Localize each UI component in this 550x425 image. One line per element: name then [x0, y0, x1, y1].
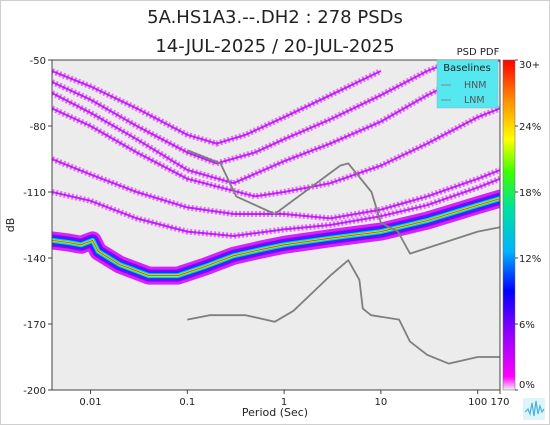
colorbar-tick-label: 24%	[519, 122, 541, 133]
y-tick-label: -170	[23, 320, 46, 331]
seismo-logo-icon	[523, 398, 545, 420]
x-axis-label: Period (Sec)	[242, 406, 308, 419]
y-axis-ticks: -50 -80 -110 -140 -170 -200	[23, 56, 52, 397]
y-tick-label: -110	[23, 188, 46, 199]
x-axis-ticks: 0.01 0.1 1 10 100 170	[79, 390, 510, 408]
colorbar-tick-label: 0%	[519, 380, 535, 391]
colorbar-ticks: 30+ 24% 18% 12% 6% 0%	[515, 59, 541, 391]
x-tick-label: 1	[281, 397, 287, 408]
y-tick-label: -140	[23, 254, 46, 265]
chart-subtitle: 14-JUL-2025 / 20-JUL-2025	[155, 36, 394, 57]
plot-border	[51, 59, 501, 391]
x-tick-label: 0.1	[179, 397, 195, 408]
density-ridge-core	[52, 70, 382, 145]
lnm-reference-line	[187, 259, 500, 365]
y-tick-label: -50	[30, 56, 46, 67]
colorbar-title: PSD PDF	[457, 47, 500, 58]
density-ridge-core	[52, 177, 500, 238]
colorbar-tick-label: 6%	[519, 320, 535, 331]
legend-hnm-label: HNM	[464, 80, 486, 91]
x-tick-label: 100	[468, 397, 487, 408]
hnm-reference-line	[186, 149, 501, 255]
colorbar-tick-label: 30+	[519, 60, 540, 71]
chart-title: 5A.HS1A3.--.DH2 : 278 PSDs	[147, 7, 403, 28]
density-ridge-core	[52, 158, 500, 220]
legend-title: Baselines	[443, 63, 491, 74]
colorbar	[502, 59, 516, 391]
x-tick-label: 10	[375, 397, 388, 408]
reference-lines	[186, 149, 501, 365]
legend: Baselines HNM LNM	[436, 59, 499, 109]
legend-lnm-label: LNM	[464, 95, 485, 106]
colorbar-tick-label: 12%	[519, 254, 541, 265]
y-axis-label: dB	[4, 218, 17, 233]
density-ridge-core	[52, 60, 457, 165]
x-tick-label: 0.01	[79, 397, 101, 408]
y-tick-label: -80	[30, 122, 46, 133]
colorbar-tick-label: 18%	[519, 188, 541, 199]
density-ridge-core	[52, 107, 500, 198]
y-tick-label: -200	[23, 386, 46, 397]
density-main-ridge	[52, 198, 500, 276]
x-tick-label: 170	[490, 397, 509, 408]
